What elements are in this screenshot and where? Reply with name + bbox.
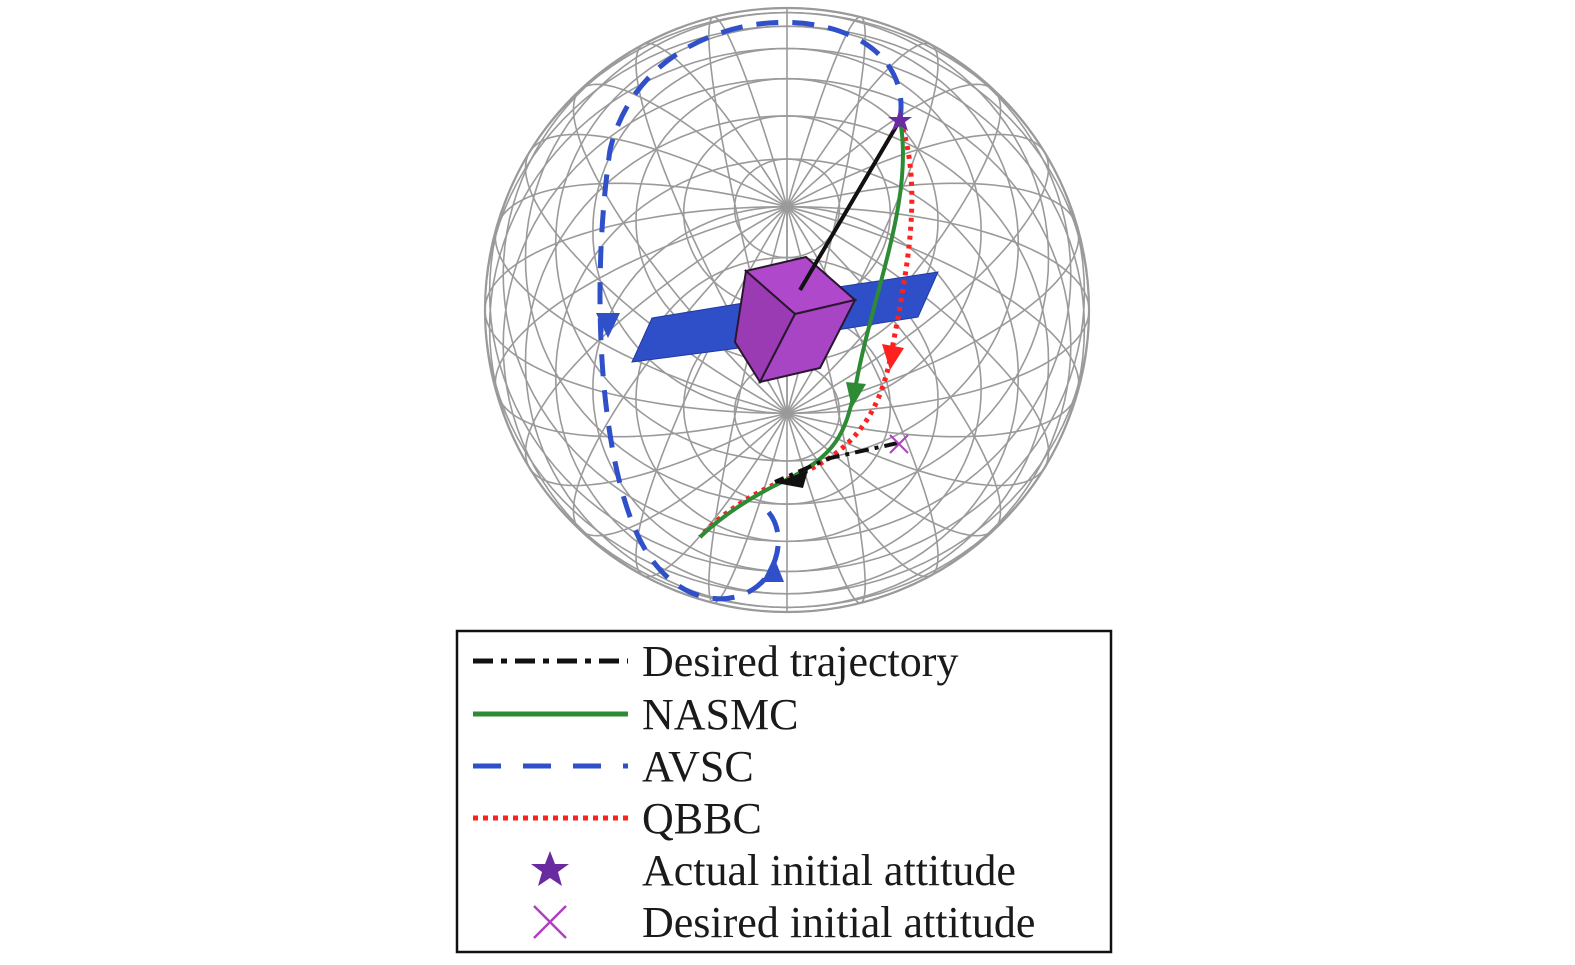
- grid-meridian: [572, 83, 788, 414]
- legend-box: [455, 629, 1113, 954]
- legend-label-nasmc: NASMC: [642, 690, 799, 739]
- trajectories: [597, 19, 915, 602]
- actual-initial-attitude-star-icon: [888, 108, 912, 131]
- legend: Desired trajectory NASMC AVSC QBBC Actua…: [455, 629, 1113, 954]
- wireframe-sphere: [483, 6, 1091, 614]
- legend-label-desired-initial-attitude: Desired initial attitude: [642, 898, 1035, 947]
- grid-meridian: [786, 16, 867, 414]
- legend-x-icon: [533, 905, 567, 939]
- legend-label-actual-initial-attitude: Actual initial attitude: [642, 846, 1016, 895]
- grid-meridian: [786, 42, 939, 414]
- grid-meridian: [786, 182, 1080, 415]
- attitude-markers: [888, 108, 912, 454]
- sphere-meridians: [484, 8, 1090, 612]
- qbbc-arrow-icon: [882, 344, 904, 370]
- trajectory-arrows: [596, 313, 904, 582]
- grid-meridian: [484, 205, 788, 415]
- avsc-arrow-down-icon: [596, 313, 620, 338]
- cube-right-face: [758, 298, 857, 384]
- legend-label-qbbc: QBBC: [642, 794, 762, 843]
- grid-meridian: [494, 205, 788, 438]
- desired-arrow-icon: [776, 470, 808, 488]
- grid-meridian: [786, 206, 939, 578]
- desired-initial-attitude-x-icon: [889, 434, 909, 454]
- legend-label-desired-trajectory: Desired trajectory: [642, 637, 958, 686]
- grid-meridian: [786, 205, 1090, 415]
- legend-star-icon: [531, 851, 569, 886]
- desired-trajectory: [774, 441, 899, 484]
- avsc-arrow-up-icon: [762, 557, 784, 582]
- grid-meridian: [786, 205, 1080, 438]
- grid-meridian: [494, 182, 788, 415]
- grid-meridian: [635, 42, 788, 414]
- grid-meridian: [707, 16, 788, 414]
- attitude-vector: [798, 118, 902, 292]
- spacecraft: [631, 118, 939, 385]
- nasmc-arrow-icon: [846, 382, 866, 408]
- legend-label-avsc: AVSC: [642, 742, 754, 791]
- nasmc-trajectory: [698, 119, 905, 539]
